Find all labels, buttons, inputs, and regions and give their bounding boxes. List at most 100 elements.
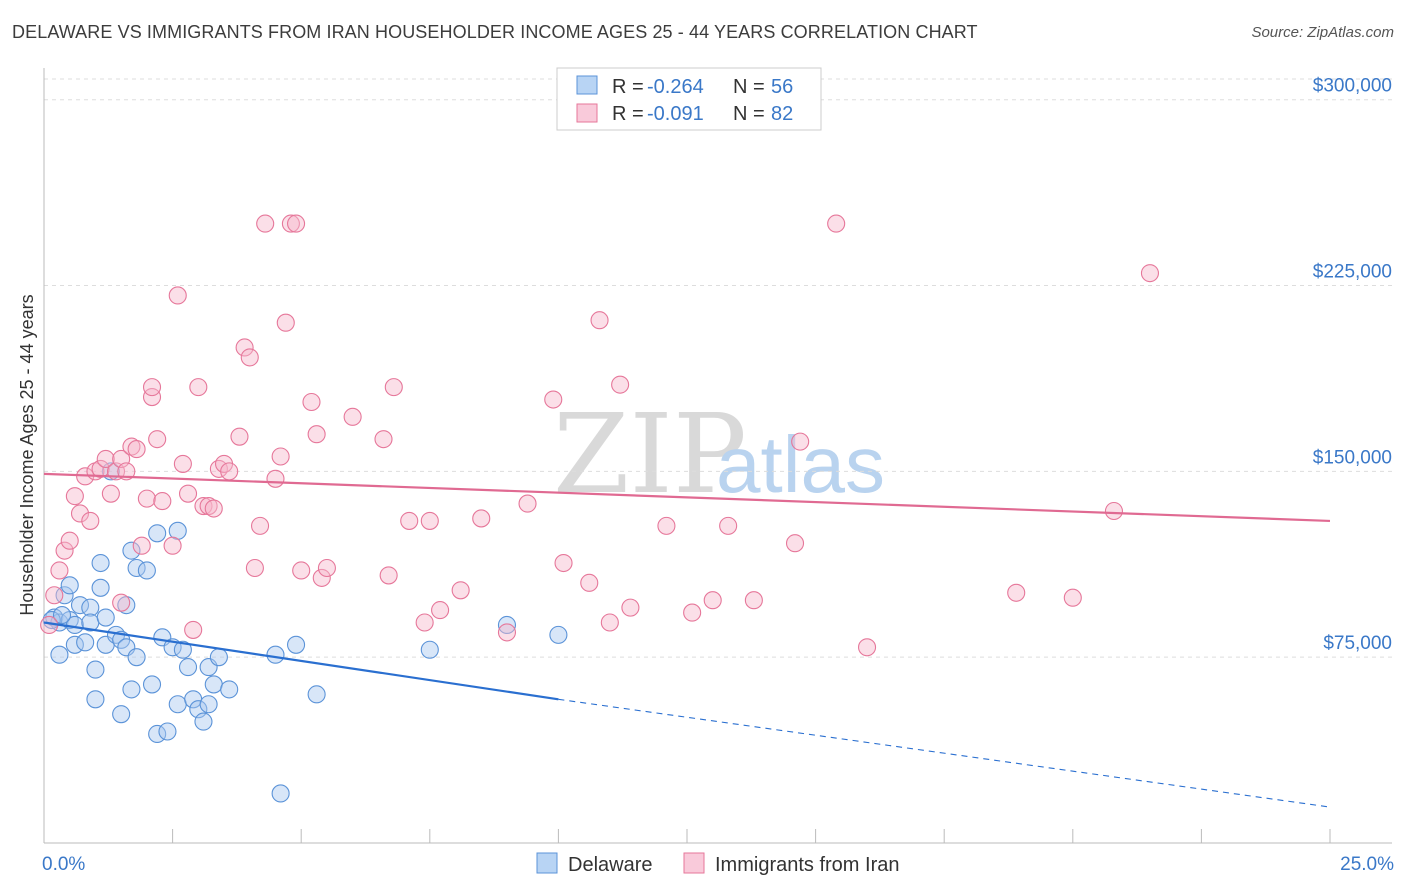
- delaware-point-33: [158, 722, 177, 741]
- delaware-point-49: [287, 635, 306, 654]
- iran-point-40: [245, 558, 264, 578]
- iran-point-79: [827, 214, 846, 233]
- watermark-atlas: atlas: [716, 420, 885, 509]
- x-tick-label-0: 0.0%: [42, 854, 85, 875]
- iran-point-66: [554, 553, 573, 573]
- delaware-point-45: [209, 648, 228, 667]
- iran-point-24: [153, 492, 172, 511]
- y-tick-label-3: $300,000: [1313, 76, 1392, 97]
- legend-n-label-1: N =: [733, 76, 765, 98]
- iran-point-38: [235, 338, 254, 357]
- iran-point-17: [122, 437, 141, 456]
- iran-point-73: [683, 603, 702, 622]
- legend-n-value-1: 56: [771, 76, 793, 98]
- delaware-point-8: [50, 645, 69, 664]
- iran-point-41: [250, 516, 270, 535]
- y-tick-label-1: $150,000: [1313, 447, 1392, 468]
- iran-point-49: [302, 392, 321, 412]
- delaware-point-43: [199, 695, 218, 714]
- iran-point-71: [621, 598, 640, 617]
- y-tick-label-2: $225,000: [1313, 262, 1392, 283]
- y-tick-labels: $75,000 $150,000 $225,000 $300,000: [1313, 76, 1392, 654]
- iran-point-1: [45, 586, 64, 605]
- y-tick-label-0: $75,000: [1323, 633, 1392, 654]
- iran-point-45: [276, 313, 295, 332]
- iran-point-43: [266, 469, 285, 488]
- iran-point-46: [281, 214, 300, 233]
- iran-point-80: [857, 638, 877, 657]
- iran-point-76: [744, 591, 763, 610]
- iran-point-22: [142, 378, 162, 397]
- bottom-legend-label-iran: Immigrants from Iran: [715, 854, 899, 876]
- iran-point-55: [379, 566, 398, 585]
- x-tick-label-1: 25.0%: [1340, 854, 1394, 875]
- iran-point-19: [132, 536, 151, 555]
- delaware-point-2: [55, 586, 74, 605]
- iran-point-37: [230, 427, 249, 446]
- iran-point-58: [415, 613, 434, 632]
- iran-point-28: [178, 484, 198, 503]
- chart-title: DELAWARE VS IMMIGRANTS FROM IRAN HOUSEHO…: [12, 22, 978, 42]
- delaware-point-29: [142, 675, 162, 694]
- iran-point-2: [50, 561, 69, 580]
- iran-point-81: [1007, 583, 1026, 602]
- trend-lines: [43, 472, 1331, 808]
- iran-point-36: [220, 462, 239, 481]
- delaware-point-37: [173, 640, 192, 659]
- iran-point-30: [189, 378, 208, 397]
- delaware-point-28: [137, 561, 156, 580]
- legend-swatch-delaware: [576, 75, 598, 95]
- x-tick-labels: 0.0% 25.0%: [42, 854, 1394, 875]
- legend-r-value-2: -0.091: [647, 103, 704, 125]
- iran-point-26: [168, 286, 187, 305]
- iran-point-77: [785, 534, 805, 553]
- iran-point-6: [70, 504, 90, 523]
- delaware-point-47: [266, 645, 285, 664]
- delaware-point-25: [122, 541, 141, 560]
- delaware-point-41: [194, 712, 213, 731]
- delaware-point-46: [220, 680, 239, 699]
- delaware-point-31: [148, 524, 167, 543]
- iran-point-68: [590, 311, 609, 330]
- iran-point-72: [657, 516, 676, 535]
- iran-point-42: [256, 214, 275, 233]
- series-legend: Delaware Immigrants from Iran: [536, 852, 899, 876]
- iran-point-39: [240, 348, 259, 367]
- legend-r-label-2: R =: [612, 103, 644, 125]
- y-axis-label: Householder Income Ages 25 - 44 years: [17, 294, 37, 615]
- iran-point-10: [91, 459, 110, 478]
- iran-point-70: [611, 375, 630, 394]
- iran-point-65: [544, 390, 563, 409]
- iran-point-32: [199, 497, 218, 516]
- iran-point-63: [497, 623, 517, 642]
- delaware-point-38: [178, 658, 198, 677]
- bottom-legend-label-delaware: Delaware: [568, 854, 652, 876]
- series-delaware-points: [42, 462, 568, 803]
- delaware-point-21: [112, 705, 131, 724]
- iran-point-52: [317, 558, 336, 578]
- iran-point-57: [400, 511, 419, 530]
- iran-point-82: [1063, 588, 1082, 607]
- iran-point-27: [173, 454, 192, 473]
- iran-point-75: [719, 516, 738, 535]
- iran-point-54: [374, 430, 393, 449]
- iran-point-51: [312, 568, 331, 587]
- iran-point-4: [60, 531, 79, 550]
- delaware-point-53: [549, 625, 568, 644]
- delaware-point-51: [420, 640, 439, 659]
- bottom-legend-swatch-delaware: [536, 852, 558, 874]
- source-label: Source: ZipAtlas.com: [1251, 24, 1394, 41]
- iran-point-20: [137, 489, 156, 508]
- delaware-point-3: [60, 576, 79, 595]
- iran-point-8: [81, 511, 100, 530]
- delaware-point-22: [117, 596, 136, 615]
- iran-point-64: [518, 494, 537, 513]
- iran-point-83: [1104, 501, 1124, 521]
- iran-point-18: [127, 440, 146, 459]
- legend-n-value-2: 82: [771, 103, 793, 125]
- delaware-trend-line: [43, 621, 559, 701]
- iran-point-33: [204, 499, 223, 518]
- iran-point-60: [431, 601, 450, 620]
- iran-point-53: [343, 407, 362, 426]
- iran-point-74: [703, 591, 722, 610]
